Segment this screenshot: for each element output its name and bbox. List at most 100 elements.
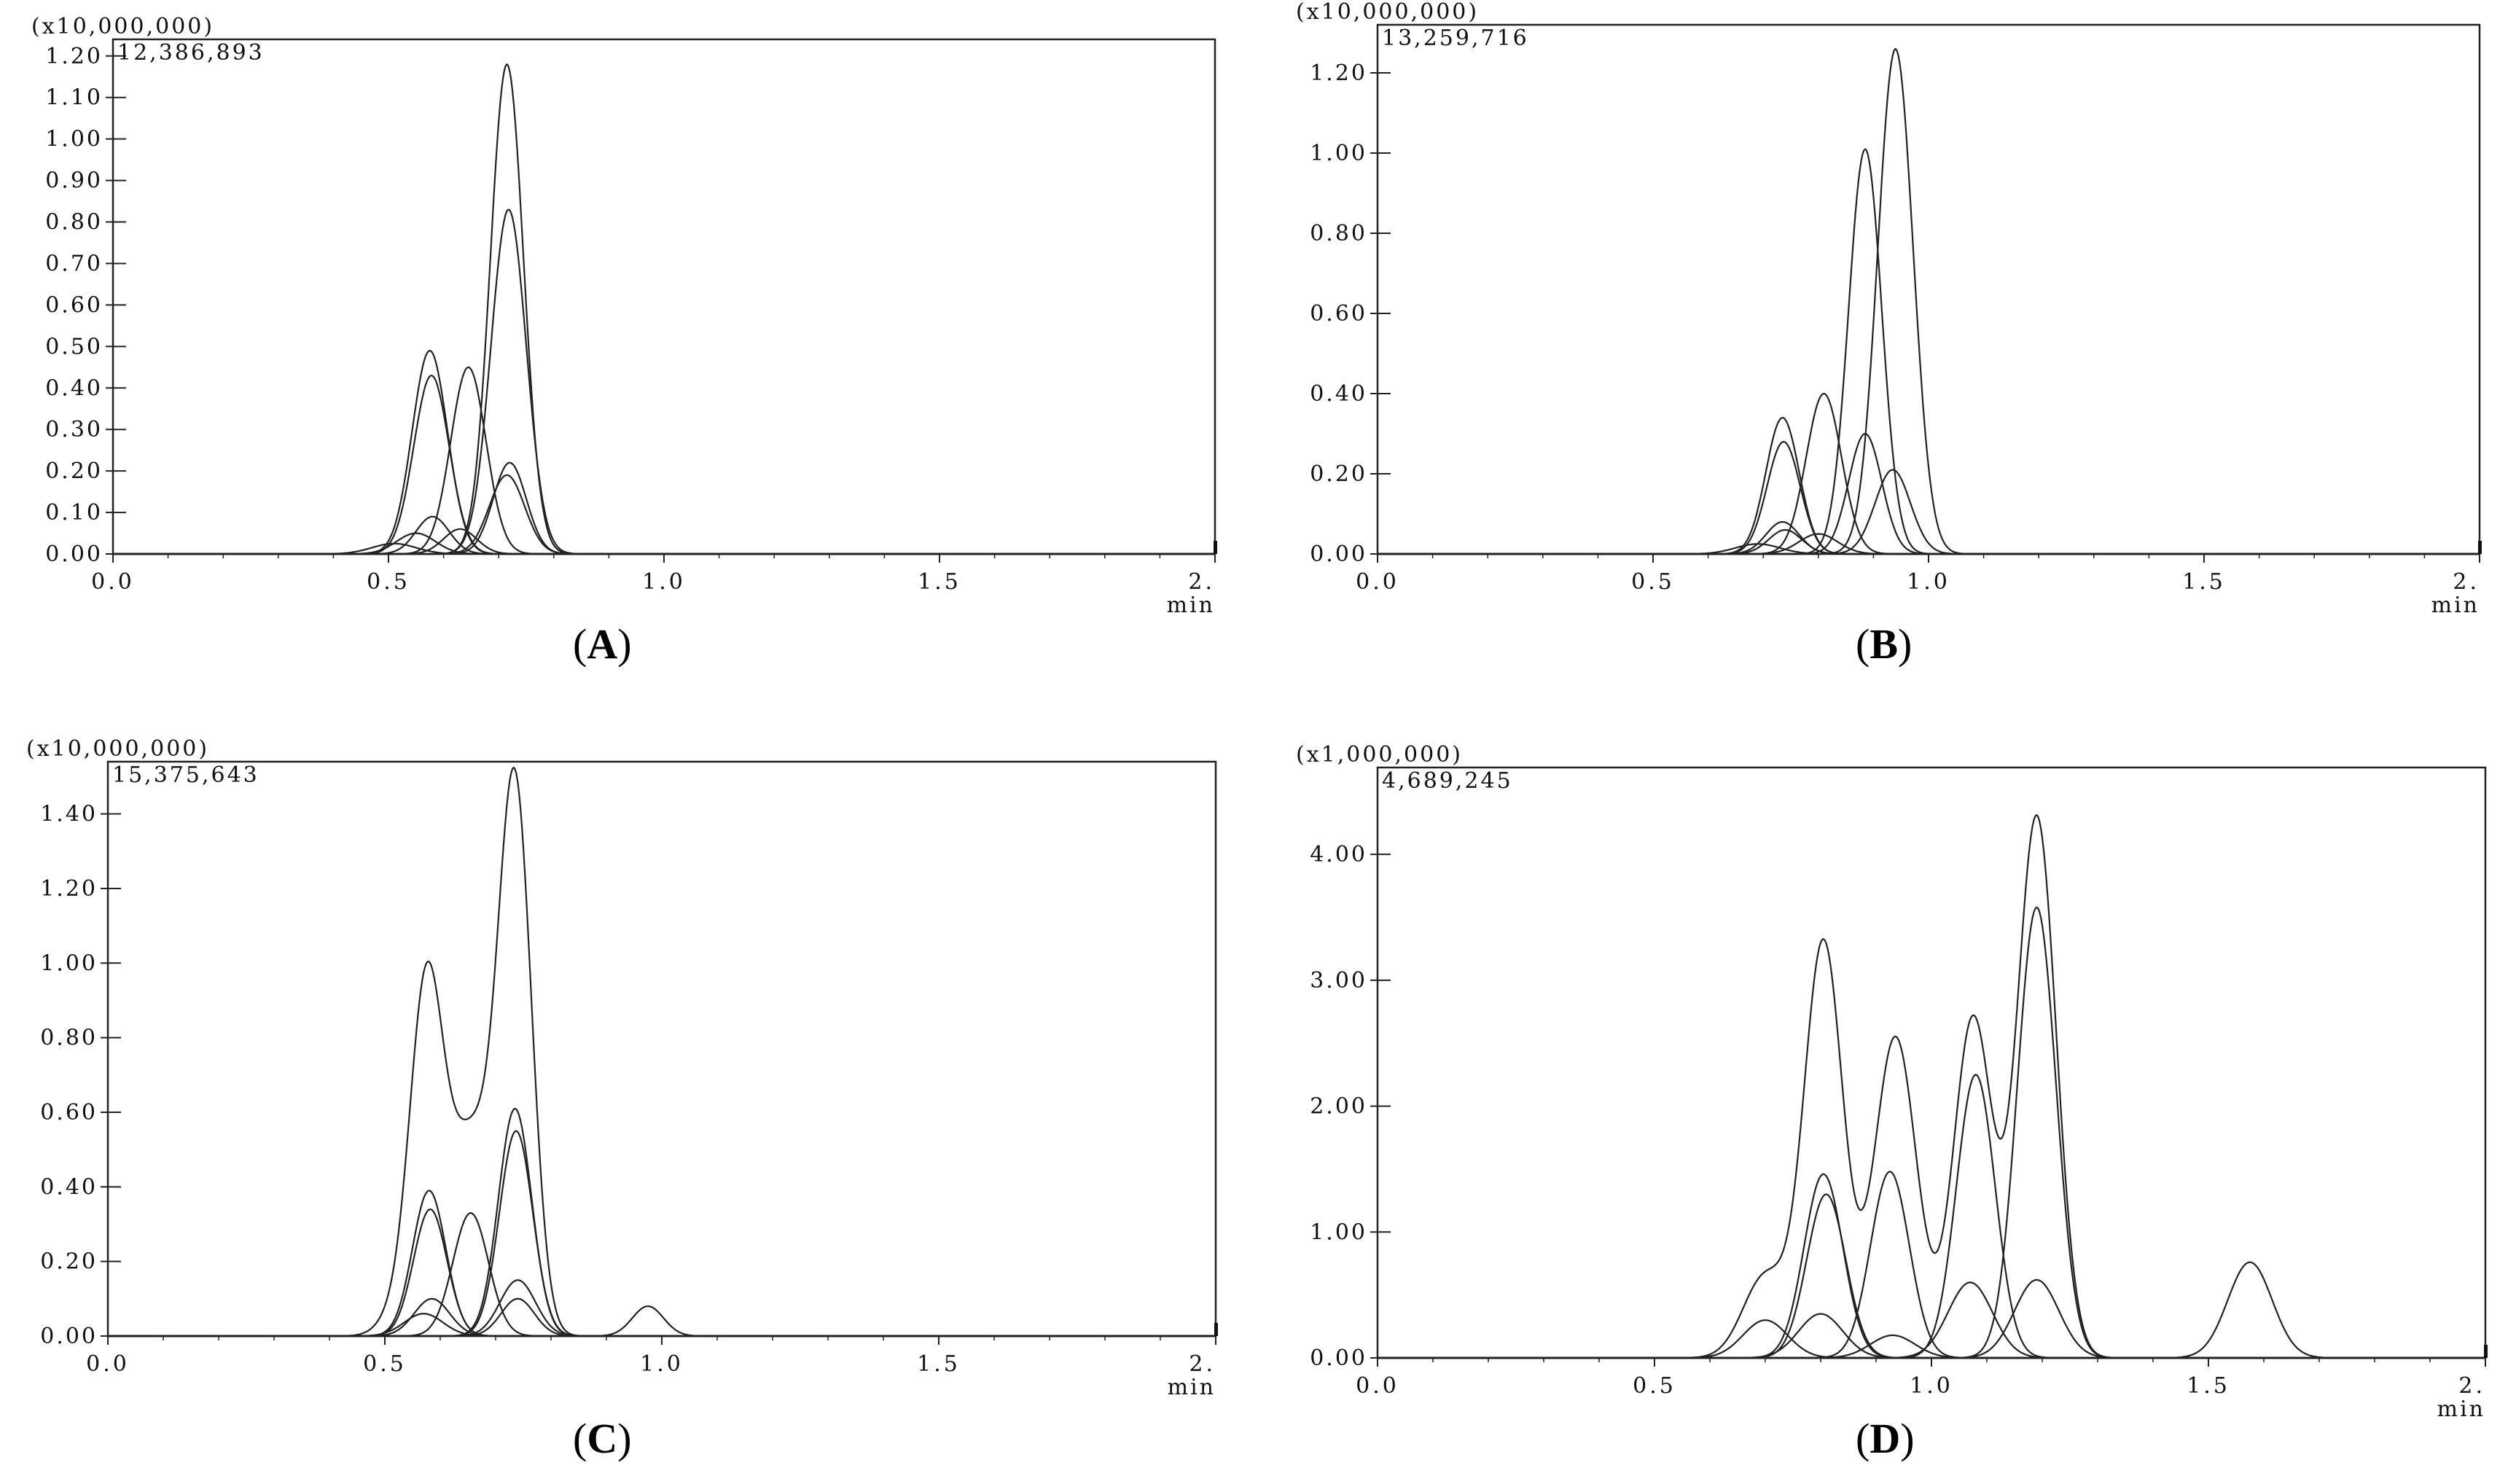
end-marker-d <box>2484 1345 2488 1358</box>
trace-d-2 <box>1378 1074 2485 1359</box>
x-unit-label-d: min <box>2437 1397 2485 1422</box>
caption-b-letter: B <box>1870 620 1899 668</box>
caption-c-open: ( <box>573 1415 587 1462</box>
x-tick-label-a: 1.0 <box>642 569 686 595</box>
trace-c-10 <box>108 1305 1216 1337</box>
x-unit-label-c: min <box>1168 1375 1216 1400</box>
plot-frame-d <box>1376 766 2487 1359</box>
chromatogram-panel-d: 0.00 1.00 2.00 3.00 4.00 0.0 0.5 1.0 1.5 2. min (x1… <box>1290 740 2494 1422</box>
y-tick-label-a: 0.00 <box>45 542 103 567</box>
y-tick-label-a: 1.20 <box>45 44 103 69</box>
trace-c-7 <box>108 1297 1216 1337</box>
y-tick-label-d: 0.00 <box>1310 1346 1367 1371</box>
trace-a-9 <box>113 542 1215 555</box>
y-tick-label-b: 0.00 <box>1310 542 1367 567</box>
trace-a-1 <box>113 375 1215 555</box>
trace-d-1 <box>1378 906 2485 1359</box>
trace-c-5 <box>108 1130 1216 1337</box>
max-intensity-label-c: 15,375,643 <box>112 762 259 788</box>
trace-d-11 <box>1378 1334 2485 1359</box>
y-tick-label-c: 1.40 <box>40 802 98 827</box>
y-tick-label-b: 0.40 <box>1310 381 1367 407</box>
trace-b-0 <box>1378 416 2480 555</box>
y-tick-label-d: 4.00 <box>1310 842 1367 867</box>
x-tick-label-c: 0.0 <box>86 1351 130 1377</box>
chromatogram-panel-a: 0.00 0.10 0.20 0.30 0.40 0.50 0.60 0.70 0.80 0.90… <box>22 14 1217 618</box>
y-tick-label-c: 1.00 <box>40 950 98 976</box>
x-tick-label-c: 2. <box>1189 1351 1216 1377</box>
caption-c: (C) <box>573 1414 632 1463</box>
caption-d-letter: D <box>1870 1415 1901 1462</box>
x-unit-label-a: min <box>1167 593 1215 618</box>
y-tick-label-a: 1.10 <box>45 85 103 111</box>
y-tick-label-a: 0.10 <box>45 500 103 526</box>
caption-b: (B) <box>1856 620 1912 668</box>
trace-d-3 <box>1378 1173 2485 1359</box>
x-tick-label-a: 1.5 <box>918 569 961 595</box>
trace-a-5 <box>113 461 1215 555</box>
caption-c-letter: C <box>587 1415 618 1462</box>
y-tick-label-b: 1.20 <box>1310 60 1367 86</box>
trace-c-4 <box>108 1107 1216 1337</box>
scale-label-b: (x10,000,000) <box>1296 0 1479 25</box>
max-intensity-label-a: 12,386,893 <box>117 40 265 66</box>
trace-a-3 <box>113 63 1215 555</box>
scale-label-d: (x1,000,000) <box>1296 742 1463 768</box>
caption-d: (D) <box>1856 1414 1915 1463</box>
y-tick-label-b: 1.00 <box>1310 141 1367 166</box>
trace-d-6 <box>1378 1281 2485 1359</box>
plot-frame-a <box>112 38 1216 555</box>
end-marker-c <box>1214 1323 1218 1336</box>
y-tick-label-d: 2.00 <box>1310 1094 1367 1120</box>
trace-a-2 <box>113 366 1215 555</box>
y-tick-label-b: 0.80 <box>1310 221 1367 246</box>
caption-d-close: ) <box>1900 1415 1915 1462</box>
trace-c-3 <box>108 1212 1216 1337</box>
trace-b-3 <box>1378 148 2480 555</box>
trace-b-6 <box>1378 469 2480 555</box>
trace-a-8 <box>113 532 1215 555</box>
chromatogram-b: 0.00 0.20 0.40 0.60 0.80 1.00 1.20 0.0 0.5 1.0 1.5… <box>1296 0 2482 618</box>
caption-a-open: ( <box>573 620 587 668</box>
trace-b-10 <box>1378 528 2480 555</box>
y-tick-label-d: 3.00 <box>1310 968 1367 993</box>
x-tick-label-b: 1.5 <box>2182 569 2226 595</box>
trace-a-7 <box>113 515 1215 555</box>
trace-b-1 <box>1378 440 2480 555</box>
trace-c-1 <box>108 1190 1216 1337</box>
y-tick-label-a: 0.60 <box>45 292 103 318</box>
x-tick-label-c: 1.0 <box>640 1351 684 1377</box>
x-tick-label-c: 0.5 <box>363 1351 407 1377</box>
trace-a-6 <box>113 474 1215 555</box>
trace-d-0 <box>1378 814 2485 1359</box>
trace-b-7 <box>1378 520 2480 555</box>
trace-d-5 <box>1378 1171 2485 1359</box>
y-tick-label-c: 0.60 <box>40 1100 98 1125</box>
y-tick-label-c: 0.00 <box>40 1324 98 1349</box>
x-tick-label-c: 1.5 <box>917 1351 961 1377</box>
y-tick-label-c: 1.20 <box>40 876 98 902</box>
x-unit-label-b: min <box>2431 593 2480 618</box>
y-tick-label-c: 0.80 <box>40 1026 98 1051</box>
max-intensity-label-b: 13,259,716 <box>1382 26 1529 51</box>
plot-frame-c <box>106 760 1217 1337</box>
trace-a-10 <box>113 528 1215 555</box>
y-tick-label-d: 1.00 <box>1310 1219 1367 1245</box>
trace-a-0 <box>113 349 1215 555</box>
max-intensity-label-d: 4,689,245 <box>1382 768 1513 794</box>
y-tick-label-a: 0.20 <box>45 458 103 484</box>
x-tick-label-d: 1.5 <box>2187 1373 2230 1399</box>
x-tick-label-b: 1.0 <box>1907 569 1950 595</box>
caption-a-letter: A <box>587 620 618 668</box>
scale-label-a: (x10,000,000) <box>31 14 214 39</box>
caption-d-open: ( <box>1856 1415 1870 1462</box>
caption-a-close: ) <box>617 620 632 668</box>
x-tick-label-a: 2. <box>1188 569 1215 595</box>
x-tick-label-d: 1.0 <box>1910 1373 1953 1399</box>
y-tick-label-b: 0.60 <box>1310 301 1367 327</box>
trace-c-8 <box>108 1297 1216 1337</box>
end-marker-a <box>1214 541 1217 554</box>
x-tick-label-a: 0.5 <box>367 569 410 595</box>
trace-d-8 <box>1378 1261 2485 1359</box>
y-tick-label-c: 0.20 <box>40 1249 98 1275</box>
